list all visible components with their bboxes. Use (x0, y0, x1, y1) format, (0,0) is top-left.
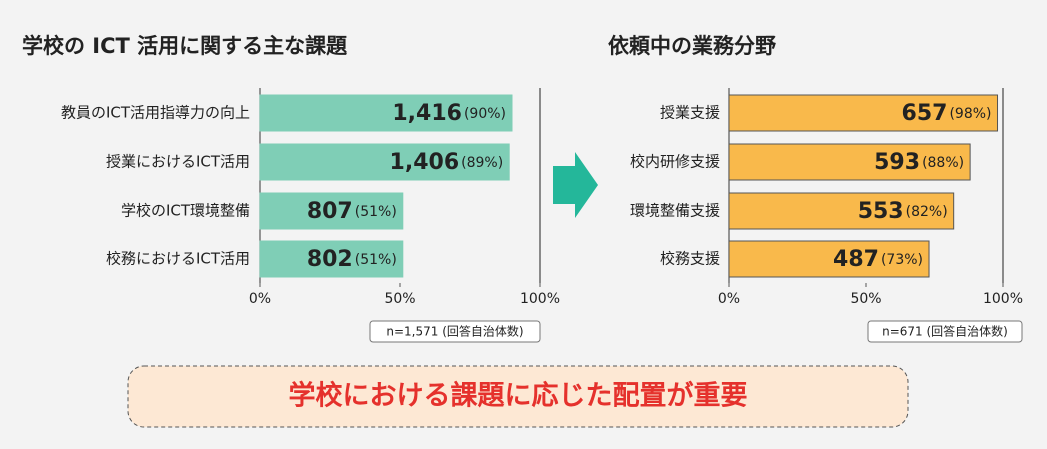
note-box (867, 320, 1023, 343)
count-label: 657 (902, 101, 948, 126)
x-tick-label: 0% (249, 291, 271, 307)
bar (728, 240, 930, 278)
value-label: (73%) (881, 252, 923, 268)
data-label: 807 (51%) (307, 199, 397, 224)
value-label: (51%) (355, 204, 397, 220)
conclusion-text: 学校における課題に応じた配置が重要 (289, 380, 748, 412)
bar (259, 94, 513, 132)
count-label: 593 (874, 150, 920, 175)
x-tick-label: 50% (384, 291, 415, 307)
bar (259, 192, 404, 230)
category-label: 教員のICT活用指導力の向上 (61, 104, 250, 122)
x-tick-label: 0% (718, 291, 740, 307)
category-label: 環境整備支援 (630, 202, 720, 220)
count-label: 1,406 (390, 150, 460, 175)
bar (728, 192, 955, 230)
value-label: (88%) (922, 155, 964, 171)
note-box (369, 320, 541, 343)
data-label: 657 (98%) (902, 101, 992, 126)
category-label: 校内研修支援 (630, 153, 720, 171)
data-label: 1,416 (90%) (392, 101, 506, 126)
x-tick-label: 50% (850, 291, 881, 307)
note: n=671 (回答自治体数) (882, 324, 1008, 339)
note: n=1,571 (回答自治体数) (386, 324, 523, 339)
bar (259, 240, 404, 278)
count-label: 487 (833, 247, 879, 272)
chart-title: 学校の ICT 活用に関する主な課題 (22, 34, 348, 58)
category-label: 授業支援 (660, 104, 720, 122)
data-label: 1,406 (89%) (390, 150, 504, 175)
count-label: 1,416 (392, 101, 462, 126)
x-tick-label: 100% (520, 291, 560, 307)
data-label: 802 (51%) (307, 247, 397, 272)
chart-title: 依頼中の業務分野 (608, 34, 776, 58)
data-label: 553 (82%) (858, 199, 948, 224)
category-label: 校務におけるICT活用 (106, 250, 250, 268)
value-label: (90%) (464, 106, 506, 122)
value-label: (82%) (906, 204, 948, 220)
data-label: 593 (88%) (874, 150, 964, 175)
arrow (553, 152, 598, 218)
value-label: (89%) (461, 155, 503, 171)
category-label: 授業におけるICT活用 (106, 153, 250, 171)
count-label: 802 (307, 247, 353, 272)
value-label: (98%) (949, 106, 991, 122)
bar (728, 94, 999, 132)
value-label: (51%) (355, 252, 397, 268)
data-label: 487 (73%) (833, 247, 923, 272)
bar (259, 143, 510, 181)
category-label: 学校のICT環境整備 (121, 202, 250, 220)
conclusion-box (127, 365, 909, 428)
x-tick-label: 100% (983, 291, 1023, 307)
bar (728, 143, 971, 181)
category-label: 校務支援 (660, 250, 720, 268)
count-label: 553 (858, 199, 904, 224)
count-label: 807 (307, 199, 353, 224)
